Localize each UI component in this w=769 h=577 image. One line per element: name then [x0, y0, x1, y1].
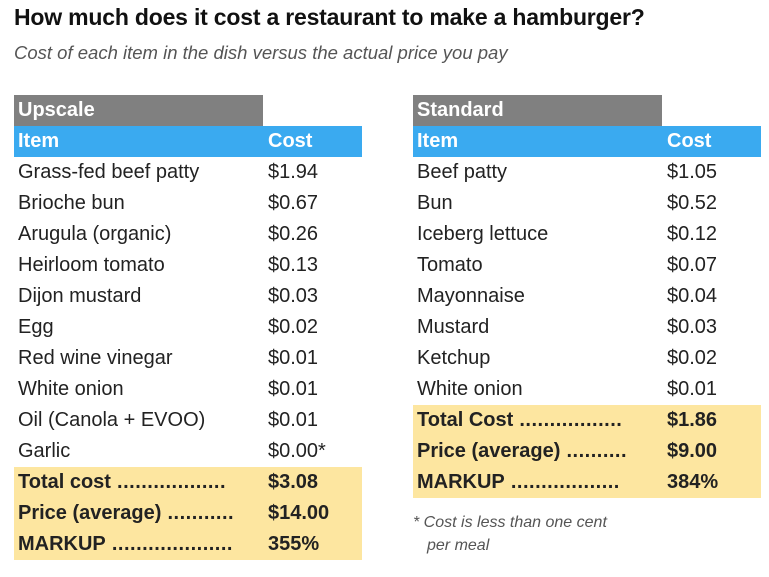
item-name-cell: Mayonnaise — [417, 285, 525, 307]
footnote-line-2: per meal — [427, 537, 490, 554]
item-cost-cell: $1.05 — [667, 161, 718, 183]
table-row: Egg $0.02 — [14, 312, 362, 343]
item-cost-cell: $0.03 — [667, 316, 718, 338]
summary-row: Total cost .................. $3.08 — [14, 467, 362, 498]
column-header-item: Item — [417, 130, 459, 152]
item-cost-cell: $0.01 — [667, 378, 718, 400]
table-row: Beef patty $1.05 — [413, 157, 761, 188]
summary-row: Total Cost ................. $1.86 — [413, 405, 761, 436]
item-name-cell: Red wine vinegar — [18, 347, 173, 369]
table-row: Red wine vinegar $0.01 — [14, 343, 362, 374]
summary-label-cell: MARKUP .................... — [14, 529, 264, 560]
item-name-cell: Ketchup — [417, 347, 491, 369]
summary-value-cell: $3.08 — [268, 471, 319, 493]
column-header-item: Item — [18, 130, 60, 152]
item-cost-cell: $0.02 — [667, 347, 718, 369]
item-name-cell: White onion — [18, 378, 124, 400]
item-name-cell: Heirloom tomato — [18, 254, 165, 276]
page-subtitle: Cost of each item in the dish versus the… — [14, 42, 508, 63]
summary-label-cell: Total cost .................. — [14, 467, 264, 498]
table-header-row: Item Cost — [413, 126, 761, 157]
table-row: Brioche bun $0.67 — [14, 188, 362, 219]
summary-label-cell: Price (average) .......... — [413, 436, 663, 467]
summary-label: Price (average) — [18, 502, 162, 524]
table-row: White onion $0.01 — [14, 374, 362, 405]
summary-label-cell: MARKUP .................. — [413, 467, 663, 498]
item-cost-cell: $0.01 — [268, 378, 319, 400]
table-row: Mayonnaise $0.04 — [413, 281, 761, 312]
table-row: Oil (Canola + EVOO) $0.01 — [14, 405, 362, 436]
item-cost-cell: $0.26 — [268, 223, 319, 245]
item-name-cell: Mustard — [417, 316, 490, 338]
summary-label: MARKUP — [417, 471, 505, 493]
table-row: Heirloom tomato $0.13 — [14, 250, 362, 281]
table-row: Tomato $0.07 — [413, 250, 761, 281]
item-name-cell: Garlic — [18, 440, 71, 462]
table-row: Arugula (organic) $0.26 — [14, 219, 362, 250]
summary-dot-leader: .................. — [110, 471, 227, 493]
table-row: Mustard $0.03 — [413, 312, 761, 343]
summary-value-cell: $9.00 — [667, 440, 718, 462]
footnote: * Cost is less than one cent per meal — [413, 511, 713, 557]
summary-dot-leader: .................... — [105, 533, 233, 555]
item-cost-cell: $0.52 — [667, 192, 718, 214]
item-cost-cell: $1.94 — [268, 161, 319, 183]
summary-label: Total Cost — [417, 409, 514, 431]
summary-dot-leader: ................. — [513, 409, 623, 431]
item-name-cell: Brioche bun — [18, 192, 125, 214]
summary-label-cell: Total Cost ................. — [413, 405, 663, 436]
table-section-title: Upscale — [14, 95, 263, 126]
column-header-cost: Cost — [268, 130, 313, 152]
item-cost-cell: $0.07 — [667, 254, 718, 276]
item-cost-cell: $0.02 — [268, 316, 319, 338]
item-name-cell: Tomato — [417, 254, 483, 276]
item-name-cell: Arugula (organic) — [18, 223, 172, 245]
item-name-cell: Bun — [417, 192, 453, 214]
summary-row: MARKUP .................. 384% — [413, 467, 761, 498]
item-name-cell: Egg — [18, 316, 54, 338]
item-name-cell: Oil (Canola + EVOO) — [18, 409, 206, 431]
summary-label-cell: Price (average) ........... — [14, 498, 264, 529]
summary-row: Price (average) .......... $9.00 — [413, 436, 761, 467]
column-header-cost: Cost — [667, 130, 712, 152]
summary-dot-leader: .......... — [560, 440, 628, 462]
table-row: Dijon mustard $0.03 — [14, 281, 362, 312]
summary-value-cell: 384% — [667, 471, 719, 493]
table-row: Ketchup $0.02 — [413, 343, 761, 374]
table-row: Bun $0.52 — [413, 188, 761, 219]
item-cost-cell: $0.01 — [268, 409, 319, 431]
table-section-title: Standard — [413, 95, 662, 126]
summary-dot-leader: ........... — [161, 502, 235, 524]
summary-label: Total cost — [18, 471, 111, 493]
summary-label: Price (average) — [417, 440, 561, 462]
table-header-row: Item Cost — [14, 126, 362, 157]
summary-label: MARKUP — [18, 533, 106, 555]
summary-dot-leader: .................. — [504, 471, 620, 493]
summary-row: Price (average) ........... $14.00 — [14, 498, 362, 529]
standard-table: Standard Item Cost Beef patty $1.05 Bun $0.52 I… — [413, 95, 761, 498]
table-row: Grass-fed beef patty $1.94 — [14, 157, 362, 188]
table-row: White onion $0.01 — [413, 374, 761, 405]
table-row: Garlic $0.00* — [14, 436, 362, 467]
table-row: Iceberg lettuce $0.12 — [413, 219, 761, 250]
item-cost-cell: $0.03 — [268, 285, 319, 307]
item-cost-cell: $0.67 — [268, 192, 319, 214]
item-name-cell: White onion — [417, 378, 523, 400]
item-name-cell: Grass-fed beef patty — [18, 161, 200, 183]
item-cost-cell: $0.12 — [667, 223, 718, 245]
item-cost-cell: $0.04 — [667, 285, 718, 307]
summary-value-cell: $1.86 — [667, 409, 718, 431]
item-name-cell: Dijon mustard — [18, 285, 142, 307]
footnote-line-1: * Cost is less than one cent — [413, 514, 607, 531]
item-cost-cell: $0.13 — [268, 254, 319, 276]
upscale-table: Upscale Item Cost Grass-fed beef patty $1.94… — [14, 95, 362, 560]
item-cost-cell: $0.01 — [268, 347, 319, 369]
item-name-cell: Beef patty — [417, 161, 508, 183]
summary-value-cell: $14.00 — [268, 502, 330, 524]
page-title: How much does it cost a restaurant to ma… — [14, 4, 645, 30]
summary-row: MARKUP .................... 355% — [14, 529, 362, 560]
summary-value-cell: 355% — [268, 533, 320, 555]
item-cost-cell: $0.00* — [268, 440, 326, 462]
item-name-cell: Iceberg lettuce — [417, 223, 549, 245]
